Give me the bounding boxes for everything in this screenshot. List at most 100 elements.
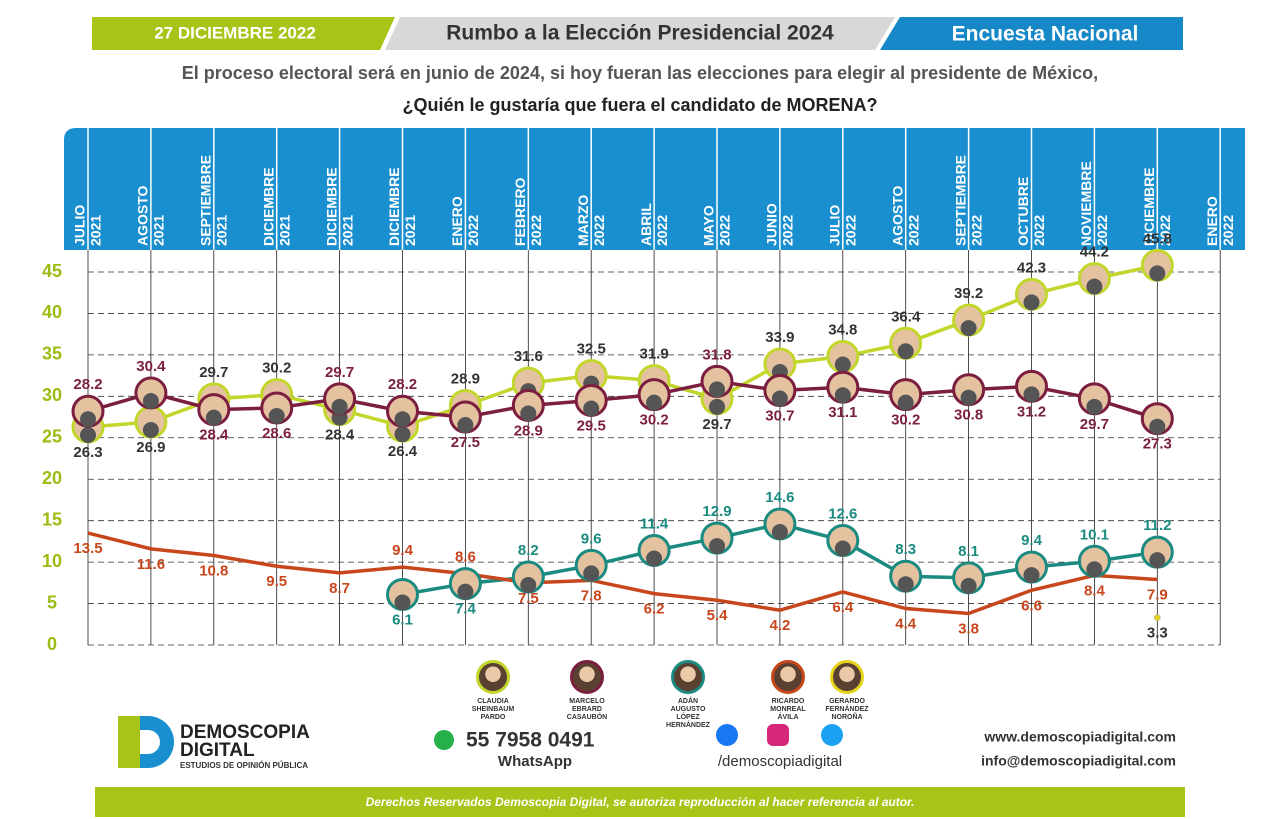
- series-line: [87, 263, 1158, 429]
- x-tick-label: 2022: [968, 215, 984, 246]
- data-label: 26.4: [388, 443, 418, 460]
- x-tick-label: SEPTIEMBRE: [952, 155, 968, 246]
- data-label: 34.8: [828, 322, 857, 339]
- y-tick-label: 35: [42, 344, 62, 364]
- marker-photo: [142, 393, 159, 410]
- x-tick-label: DICIEMBRE: [386, 167, 402, 246]
- x-tick-label: 2022: [717, 215, 733, 246]
- data-label: 9.6: [581, 530, 602, 547]
- marker-photo: [1023, 567, 1040, 584]
- data-label: 11.4: [640, 515, 669, 532]
- data-label: 8.6: [455, 549, 476, 566]
- x-tick-label: ENERO: [449, 196, 465, 246]
- marker-photo: [960, 577, 977, 594]
- data-label: 30.2: [262, 360, 291, 377]
- marker-photo: [457, 417, 474, 434]
- x-tick-label: 2022: [1031, 215, 1047, 246]
- x-tick-label: 2021: [276, 215, 292, 246]
- legend-label: CLAUDIA SHEINBAUM PARDO: [471, 698, 515, 721]
- x-tick-label: ABRIL: [638, 203, 654, 246]
- data-label: 4.2: [769, 617, 790, 634]
- legend-label: MARCELO EBRARD CASAUBÓN: [566, 698, 608, 721]
- y-tick-label: 40: [42, 302, 62, 322]
- x-tick-label: 2022: [1157, 215, 1173, 246]
- data-label: 31.6: [514, 348, 543, 365]
- x-tick-label: JUNIO: [764, 203, 780, 246]
- data-label: 29.7: [199, 364, 228, 381]
- y-tick-label: 15: [42, 509, 62, 529]
- x-tick-label: 2022: [1094, 215, 1110, 246]
- data-label: 10.1: [1080, 526, 1109, 543]
- data-label: 5.4: [707, 607, 729, 624]
- data-label: 10.8: [199, 562, 228, 579]
- subtitle: ¿Quién le gustaría que fuera el candidat…: [402, 95, 877, 115]
- x-tick-label: FEBRERO: [512, 177, 528, 246]
- subtitle: El proceso electoral será en junio de 20…: [182, 63, 1098, 83]
- marker-photo: [1023, 386, 1040, 403]
- legend-photo: [671, 660, 705, 694]
- x-tick-label: DICIEMBRE: [1141, 167, 1157, 246]
- data-label: 8.7: [329, 580, 350, 597]
- data-label: 9.4: [392, 542, 414, 559]
- data-label: 6.1: [392, 611, 413, 628]
- data-label: 28.4: [325, 427, 355, 444]
- whatsapp-icon: [434, 730, 454, 750]
- x-tick-label: AGOSTO: [889, 185, 905, 246]
- marker-photo: [394, 594, 411, 611]
- title: Rumbo a la Elección Presidencial 2024: [446, 22, 834, 45]
- x-tick-label: 2021: [151, 215, 167, 246]
- y-tick-label: 30: [42, 385, 62, 405]
- data-label: 31.8: [702, 346, 731, 363]
- data-label: 14.6: [765, 489, 794, 506]
- x-tick-label: SEPTIEMBRE: [198, 155, 214, 246]
- marker-photo: [520, 577, 537, 594]
- marker-photo: [771, 523, 788, 540]
- data-label: 36.4: [891, 308, 921, 325]
- data-label: 29.5: [577, 417, 606, 434]
- marker-photo: [1086, 278, 1103, 295]
- marker-photo: [897, 394, 914, 411]
- legend-item: CLAUDIA SHEINBAUM PARDO: [458, 660, 528, 722]
- marker-photo: [1149, 552, 1166, 569]
- web: www.demoscopiadigital.com: [983, 729, 1176, 745]
- data-label: 32.5: [577, 341, 606, 358]
- marker-photo: [583, 565, 600, 582]
- logo: [118, 716, 140, 768]
- marker-photo: [646, 550, 663, 567]
- data-label: 3.8: [958, 620, 979, 637]
- legend-label: RICARDO MONREAL ÁVILA: [770, 698, 806, 721]
- email: info@demoscopiadigital.com: [981, 753, 1176, 769]
- marker-photo: [834, 540, 851, 557]
- marker-photo: [834, 356, 851, 373]
- marker-photo: [897, 343, 914, 360]
- marker-photo: [897, 576, 914, 593]
- x-tick-label: 2022: [591, 215, 607, 246]
- data-label: 6.4: [832, 599, 854, 616]
- data-label: 39.2: [954, 285, 983, 302]
- x-tick-label: MAYO: [701, 205, 717, 246]
- data-label: 28.4: [199, 427, 229, 444]
- data-label: 29.7: [325, 364, 354, 381]
- data-label: 29.7: [702, 416, 731, 433]
- phone: 55 7958 0491: [466, 729, 595, 752]
- data-label: 44.2: [1080, 244, 1109, 261]
- data-label: 11.6: [137, 556, 165, 573]
- legend-item: ADÁN AUGUSTO LÓPEZ HERNÁNDEZ: [653, 660, 723, 730]
- x-tick-label: 2022: [843, 215, 859, 246]
- rights-band: [95, 787, 1185, 817]
- data-label: 8.2: [518, 542, 539, 559]
- data-label: 27.3: [1143, 436, 1172, 453]
- x-tick-label: MARZO: [575, 195, 591, 246]
- data-label: 7.8: [581, 587, 602, 604]
- data-label: 4.4: [895, 615, 917, 632]
- marker-photo: [80, 427, 96, 444]
- x-tick-label: 2021: [214, 215, 230, 246]
- data-label: 6.6: [1021, 597, 1042, 614]
- x-tick-label: 2022: [1220, 215, 1236, 246]
- x-tick-label: 2022: [654, 215, 670, 246]
- brand: DIGITAL: [180, 740, 255, 761]
- marker-photo: [709, 398, 725, 415]
- data-label: 27.5: [451, 434, 480, 451]
